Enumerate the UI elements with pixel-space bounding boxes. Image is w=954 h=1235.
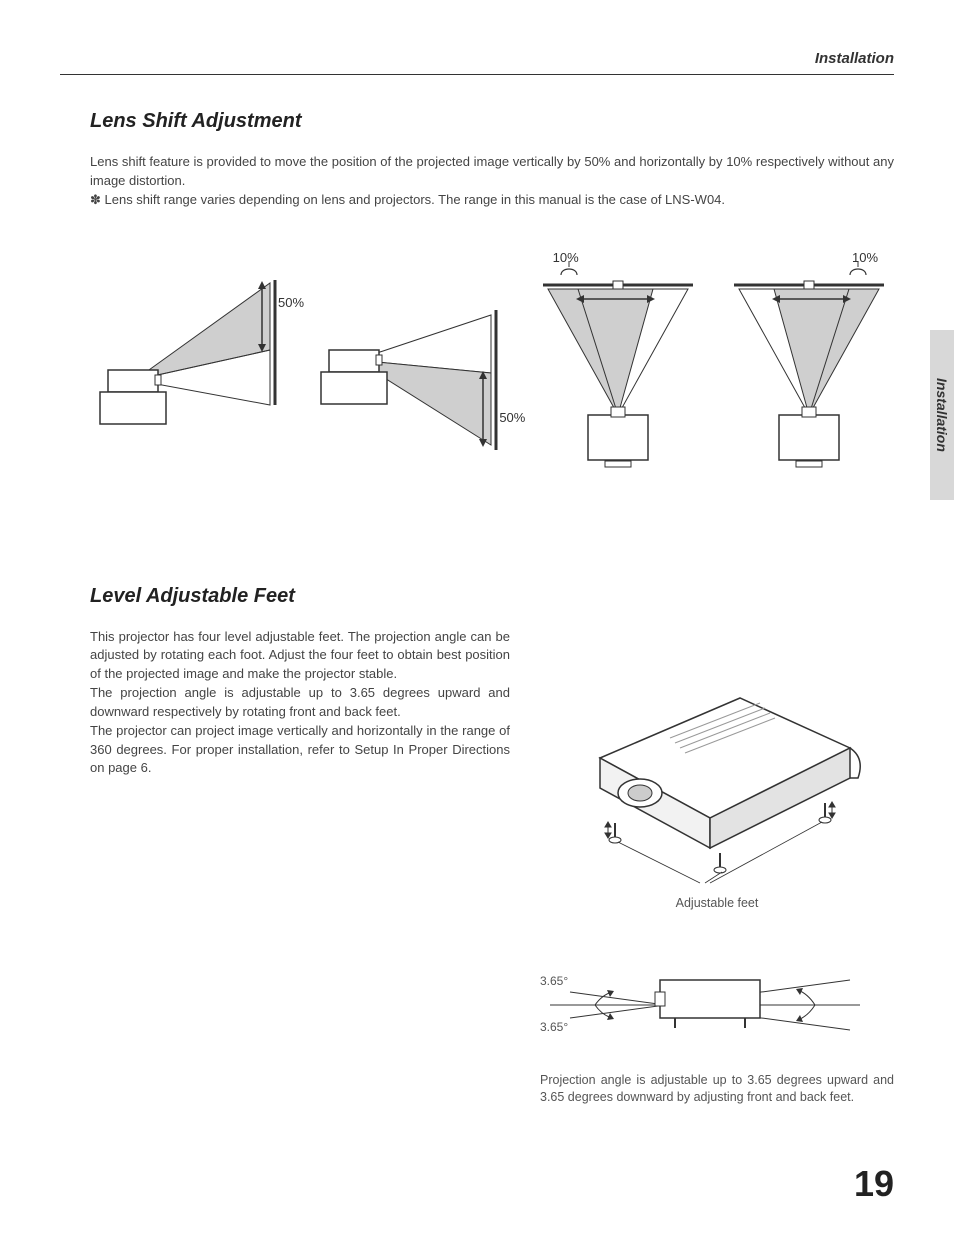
section2-para3: The projector can project image vertical… [90, 722, 510, 779]
page-number: 19 [854, 1163, 894, 1205]
side-tab-label: Installation [934, 378, 950, 452]
section1-note: ✽ Lens shift range varies depending on l… [90, 191, 894, 210]
diagram-horizontal-left: 10% [533, 255, 703, 475]
header-section: Installation [815, 50, 894, 67]
diagram-vertical-up: 50% [90, 255, 290, 455]
section1-title: Lens Shift Adjustment [90, 110, 894, 133]
feet-caption: Adjustable feet [540, 896, 894, 910]
projector-iso-figure: Adjustable feet [540, 628, 894, 910]
section1-para: Lens shift feature is provided to move t… [90, 153, 894, 191]
section2-para1: This projector has four level adjustable… [90, 628, 510, 685]
angle-up-label: 3.65° [540, 974, 568, 988]
label-50-up: 50% [278, 295, 304, 310]
label-10-right: 10% [852, 250, 878, 265]
lens-shift-diagrams: 50% 50% [90, 255, 894, 475]
label-10-left: 10% [553, 250, 579, 265]
section2-title: Level Adjustable Feet [90, 585, 894, 608]
angle-figure: 3.65° 3.65° [540, 950, 894, 1060]
diagram-vertical-down: 50% [311, 255, 511, 455]
angle-caption: Projection angle is adjustable up to 3.6… [540, 1072, 894, 1107]
angle-down-label: 3.65° [540, 1020, 568, 1034]
section2-para2: The projection angle is adjustable up to… [90, 684, 510, 722]
side-tab: Installation [930, 330, 954, 500]
diagram-horizontal-right: 10% [724, 255, 894, 475]
header-rule [60, 74, 894, 75]
label-50-down: 50% [499, 410, 525, 425]
